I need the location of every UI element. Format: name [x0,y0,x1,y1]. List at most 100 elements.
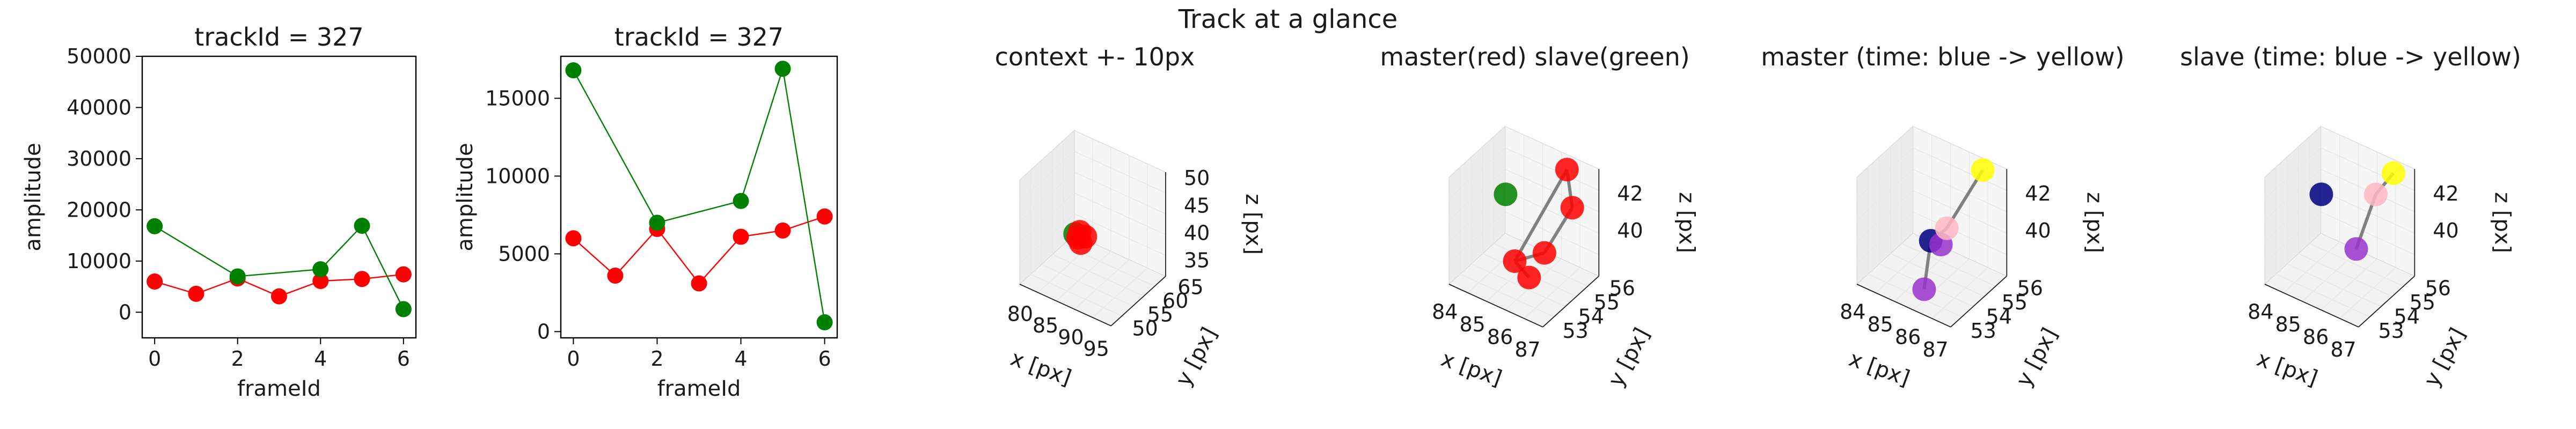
grid-line [1074,155,1130,310]
grid-line [2275,167,2370,317]
x-axis-line [1448,284,1543,328]
y-axis-line [1110,276,1166,327]
scatter-point [1494,182,1518,206]
grid-line [1856,211,2007,263]
chart-title: slave (time: blue -> yellow) [2180,42,2521,71]
x-tick-label: 84 [1840,300,1865,324]
scatter-point [2309,182,2333,206]
y-axis-label: amplitude [21,143,46,251]
grid-line [1092,164,1148,318]
x-axis-label: frameId [657,376,741,401]
y-axis-line [1950,276,2007,328]
x-tick-label: 4 [314,347,327,371]
y-tick-label: 54 [2394,305,2420,328]
grid-line [2287,157,2381,307]
x-tick-label: 2 [231,347,244,371]
x-tick-label: 80 [1007,302,1033,326]
data-point [312,261,329,278]
x-tick-label: 95 [1084,337,1109,360]
data-point [607,267,624,284]
z-tick-label: 40 [2025,219,2051,242]
z-tick-label: 40 [1184,221,1210,245]
scatter-point [1935,216,1959,240]
z-tick-label: 45 [1184,194,1210,217]
data-point [354,271,370,287]
x-tick-label: 0 [567,347,580,371]
chart-title: context +- 10px [995,42,1195,71]
y-tick-label: 54 [1986,305,2012,328]
scatter-point [2344,237,2368,261]
data-point [733,193,749,209]
grid-line [1505,152,1562,310]
scatter-point [1560,196,1584,220]
x-axis-line [2264,284,2359,328]
y-tick-label: 0 [537,320,550,343]
grid-line [1019,172,1166,222]
figure-suptitle: Track at a glance [1178,4,1398,34]
x-tick-label: 2 [650,347,663,371]
panel-amplitude-1: trackId = 327 0 2 4 6 0 10000 20000 30000 40000 50… [21,23,417,401]
grid-line [2298,146,2392,297]
x-axis-label: x [px] [2253,346,2321,391]
x-axis-label: frameId [237,376,321,401]
scatter-point [1532,241,1556,265]
grid-line [1041,160,1133,307]
grid-line [1019,151,1166,202]
z-axis-label: z [px] [1674,192,1699,253]
y-tick-label: 10000 [67,249,131,273]
plot-frame [560,55,838,339]
z-tick-label: 50 [1184,166,1210,190]
grid-line [1868,167,1962,317]
scatter-point [2381,161,2405,185]
y-tick-label: 60 [1162,289,1188,313]
x-tick-label: 85 [1460,313,1485,336]
track-link [1513,168,1569,262]
data-point [649,214,665,231]
data-point [733,228,749,245]
y-tick-label: 53 [2379,319,2404,343]
x-tick-label: 90 [1058,326,1084,349]
data-point [229,268,246,285]
grid-line [1901,136,1996,287]
z-axis-label: z [px] [2082,192,2106,253]
x-tick-label: 85 [1033,314,1058,337]
data-point [691,275,707,292]
y-tick-label: 65 [1177,275,1203,299]
x-tick-label: 87 [1922,338,1948,361]
y-tick-label: 53 [1971,319,1996,343]
data-point [147,273,163,290]
y-axis-label: y [px] [1604,324,1655,391]
grid-line [1524,160,1580,319]
grid-line [1890,146,1985,297]
y-tick-label: 50000 [67,45,131,68]
grid-line [1063,140,1155,287]
x-tick-label: 0 [148,347,161,371]
x-tick-label: 84 [1432,300,1458,324]
chart-title: master(red) slave(green) [1380,42,1689,71]
plot-frame [141,55,417,339]
y-tick-label: 20000 [67,198,131,221]
grid-line [1056,147,1111,301]
scatter-point [1503,249,1527,273]
x-tick-label: 86 [2303,326,2329,349]
x-tick-label: 6 [818,347,831,371]
z-axis-label: z [px] [2490,192,2514,253]
grid-line [1856,168,2007,220]
panel-context-3d: context +- 10px808590955055606535404550x… [995,42,1265,390]
data-point [565,230,582,247]
y-axis-label: y [px] [2419,324,2470,391]
chart-title: trackId = 327 [194,23,363,51]
grid-line [1030,170,1122,316]
x-axis-label: x [px] [1846,346,1913,391]
z-tick-label: 42 [1617,182,1643,205]
grid-line [2283,135,2340,293]
x-tick-label: 4 [734,347,747,371]
x-tick-label: 87 [2330,338,2356,361]
grid-line [2339,160,2396,319]
data-point [147,218,163,234]
x-tick-label: 85 [1868,313,1893,336]
y-axis-label: y [px] [1171,323,1222,390]
scatter-point [1555,158,1579,182]
x-axis-label: x [px] [1007,346,1074,390]
y-tick-label: 40000 [67,95,131,119]
